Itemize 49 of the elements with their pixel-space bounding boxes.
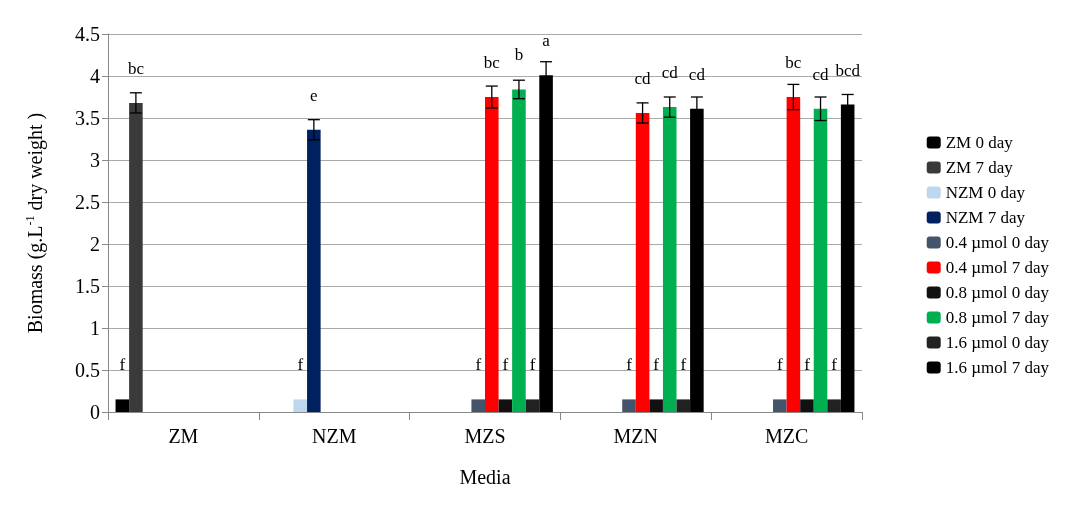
legend-label: NZM 7 day	[945, 208, 1026, 227]
y-tick-label: 1.5	[75, 275, 100, 297]
x-tick-label: MZN	[613, 425, 659, 447]
y-tick-label: 4	[90, 65, 100, 87]
legend-label: 0.8 µmol 7 day	[945, 308, 1050, 327]
legend-label: 0.4 µmol 0 day	[945, 233, 1050, 252]
data-label: f	[653, 355, 660, 375]
data-label: f	[502, 355, 509, 375]
y-axis-title: Biomass (g.L-1 dry weight )	[23, 112, 47, 334]
data-label: a	[542, 31, 551, 51]
data-label: e	[310, 85, 318, 105]
x-tick-label: MZC	[764, 425, 809, 447]
legend-label: 1.6 µmol 7 day	[945, 358, 1050, 377]
data-label: f	[529, 355, 536, 375]
y-tick-label: 3	[90, 149, 100, 171]
legend-label: 0.8 µmol 0 day	[945, 283, 1050, 302]
legend-label: 0.4 µmol 7 day	[945, 258, 1050, 277]
y-tick-label: 0.5	[75, 359, 100, 381]
x-axis-title: Media	[459, 466, 511, 488]
data-label: f	[626, 355, 633, 375]
legend-label: 1.6 µmol 0 day	[945, 333, 1050, 352]
data-label: f	[297, 355, 304, 375]
x-tick-label: ZM	[168, 425, 199, 447]
x-tick-label: MZS	[464, 425, 506, 447]
y-tick-label: 1	[90, 317, 100, 339]
data-label: bc	[785, 53, 802, 72]
data-label: f	[776, 355, 783, 375]
legend-label: ZM 7 day	[945, 158, 1014, 177]
y-tick-label: 4.5	[75, 23, 100, 45]
y-tick-label: 2	[90, 233, 100, 255]
data-label: bcd	[835, 60, 861, 80]
legend-label: NZM 0 day	[945, 183, 1026, 202]
data-label: cd	[661, 63, 679, 83]
x-tick-label: NZM	[311, 425, 357, 447]
data-label: bc	[127, 58, 145, 78]
y-tick-label: 3.5	[75, 107, 100, 129]
data-label: f	[831, 355, 838, 375]
data-label: b	[514, 45, 524, 65]
legend-label: ZM 0 day	[945, 133, 1014, 152]
data-label: cd	[634, 68, 652, 88]
data-label: bc	[483, 53, 501, 72]
y-tick-label: 2.5	[75, 191, 100, 213]
data-label: f	[119, 355, 126, 375]
data-label: cd	[812, 64, 830, 84]
data-label: cd	[688, 64, 706, 84]
data-label: f	[475, 355, 482, 375]
data-label: f	[804, 355, 811, 375]
y-tick-label: 0	[90, 401, 100, 423]
data-label: f	[680, 355, 687, 375]
